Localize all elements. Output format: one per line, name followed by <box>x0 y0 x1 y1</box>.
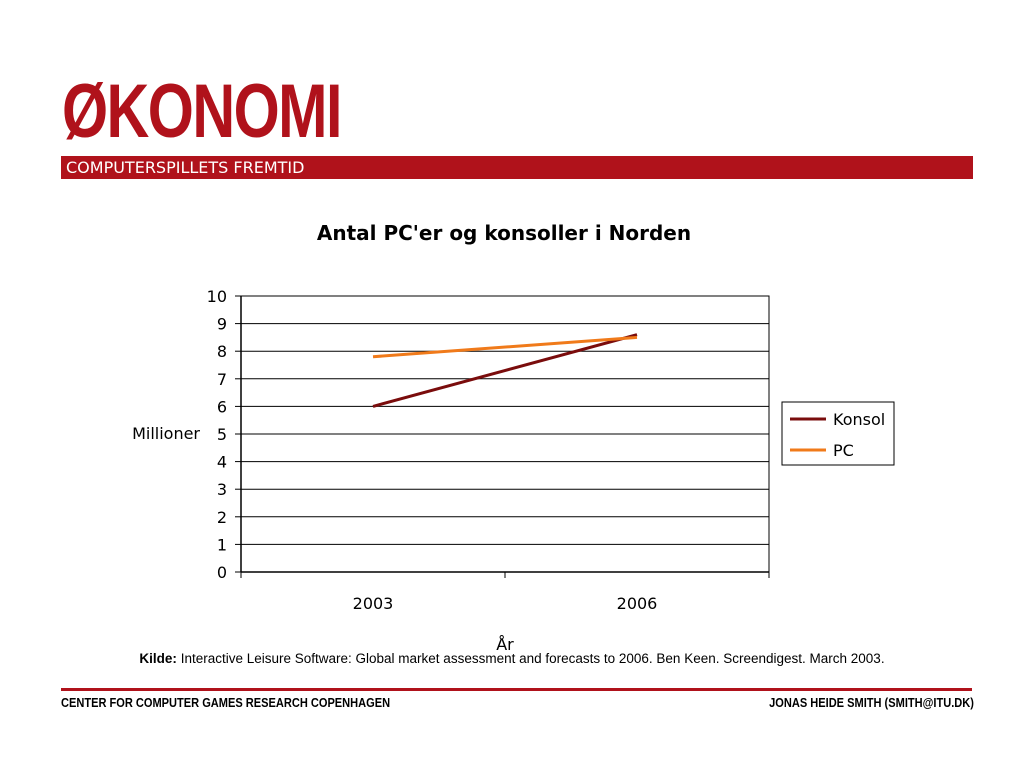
legend-box <box>781 401 895 466</box>
y-tick-label: 0 <box>217 563 227 582</box>
series-line-konsol <box>372 333 638 408</box>
y-tick-label: 4 <box>217 453 227 472</box>
y-tick-label: 2 <box>217 508 227 527</box>
source-citation: Kilde: Interactive Leisure Software: Glo… <box>0 651 1024 666</box>
legend-label-pc: PC <box>833 441 854 460</box>
chart-title: Antal PC'er og konsoller i Norden <box>317 221 691 245</box>
chart-gridlines <box>241 295 769 573</box>
footer-rule <box>61 688 972 691</box>
footer-organization: CENTER FOR COMPUTER GAMES RESEARCH COPEN… <box>61 695 391 710</box>
footer-author: JONAS HEIDE SMITH (SMITH@ITU.DK) <box>769 695 974 710</box>
legend-label-konsol: Konsol <box>833 410 885 429</box>
subheading-bar: COMPUTERSPILLETS FREMTID <box>61 156 973 179</box>
y-tick-label: 8 <box>217 342 227 361</box>
source-label: Kilde: <box>139 651 177 666</box>
y-tick-label: 3 <box>217 480 227 499</box>
x-axis-label: År <box>496 635 514 654</box>
y-axis-ticks: 0 1 2 3 4 5 6 7 8 9 10 <box>207 287 241 582</box>
y-tick-label: 9 <box>217 315 227 334</box>
x-tick-label: 2003 <box>353 594 394 613</box>
x-tick-label: 2006 <box>617 594 658 613</box>
chart-legend: Konsol PC <box>781 401 895 466</box>
y-tick-label: 1 <box>217 535 227 554</box>
chart-series <box>372 333 638 408</box>
y-tick-label: 7 <box>217 370 227 389</box>
y-tick-label: 6 <box>217 397 227 416</box>
y-tick-label: 10 <box>207 287 227 306</box>
x-axis-ticks: 2003 2006 <box>240 572 770 613</box>
slide-subheading: COMPUTERSPILLETS FREMTID <box>66 158 305 177</box>
source-text: Interactive Leisure Software: Global mar… <box>180 651 885 666</box>
y-axis-label: Millioner <box>132 424 200 443</box>
slide-heading: ØKONOMI <box>62 69 342 154</box>
series-line-pc <box>372 335 638 359</box>
y-tick-label: 5 <box>217 425 227 444</box>
